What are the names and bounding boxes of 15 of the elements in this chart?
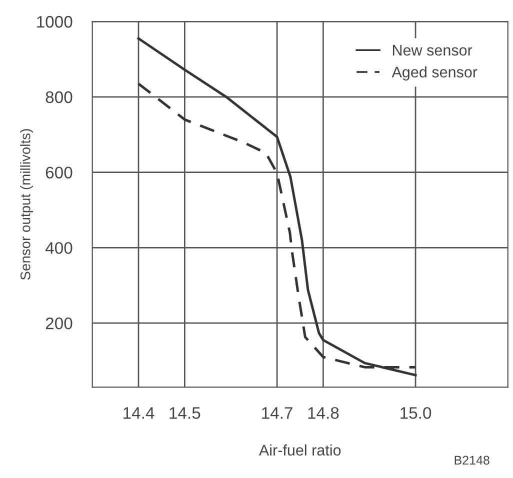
legend-label: Aged sensor: [392, 66, 478, 81]
y-tick-label: 400: [45, 242, 72, 254]
x-tick-label: 15.0: [400, 407, 432, 419]
y-tick-label: 600: [46, 166, 72, 179]
y-tick-label: 800: [46, 91, 72, 104]
x-tick-label: 14.5: [170, 407, 200, 419]
y-tick-label: 200: [46, 317, 72, 330]
text: B2148: [454, 456, 490, 465]
x-tick-label: 14.8: [308, 407, 339, 419]
y-axis-title: Sensor output (millivolts): [20, 129, 34, 280]
x-tick-label: 14.4: [124, 407, 154, 419]
legend-label: New sensor: [392, 44, 472, 56]
x-axis-title: Air-fuel ratio: [258, 444, 341, 456]
x-tick-label: 14.7: [262, 407, 292, 419]
y-tick-label: 1000: [37, 16, 72, 28]
